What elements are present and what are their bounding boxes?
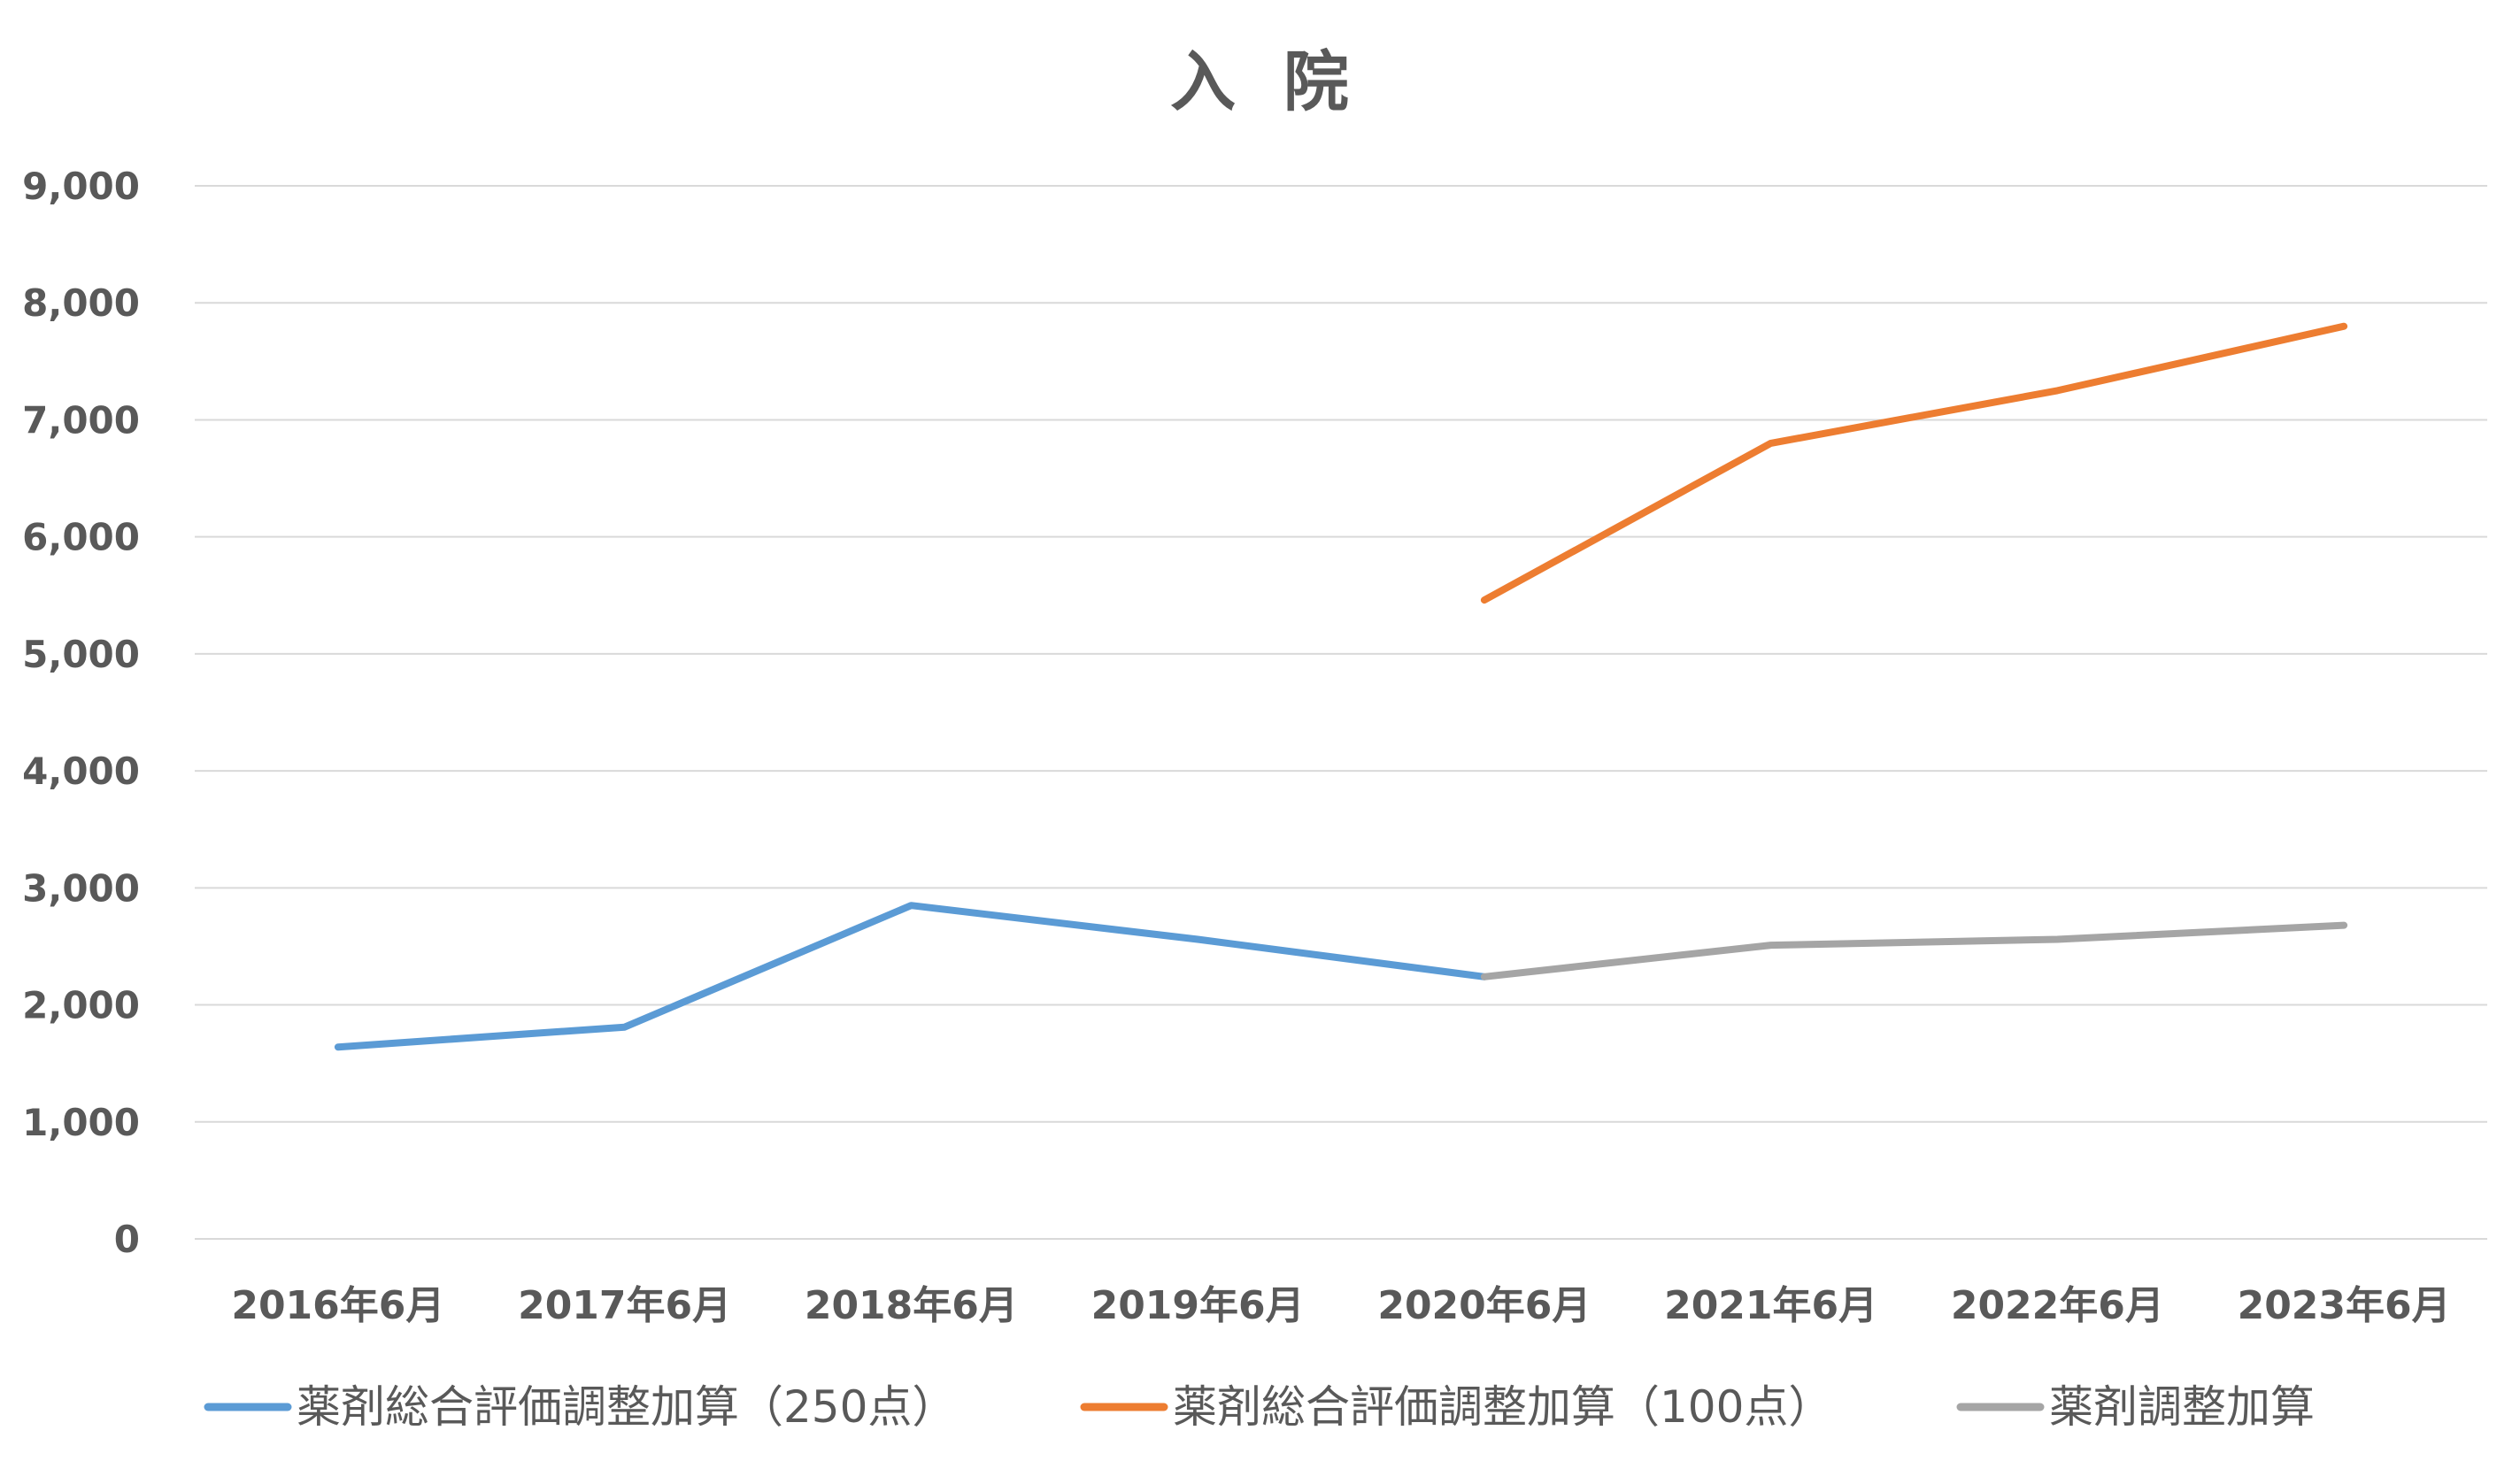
y-tick-label: 9,000 (22, 165, 140, 208)
x-tick-label: 2023年6月 (2238, 1283, 2451, 1328)
x-tick-label: 2019年6月 (1091, 1283, 1305, 1328)
y-tick-label: 2,000 (22, 984, 140, 1027)
y-axis-tick-labels: 0 1,000 2,000 3,000 4,000 5,000 6,000 7,000 8,00… (22, 165, 140, 1261)
series-line-3 (1480, 921, 2348, 980)
series-line-1 (334, 902, 1488, 1051)
y-tick-label: 8,000 (22, 281, 140, 325)
x-axis-tick-labels: 2016年6月 2017年6月 2018年6月 2019年6月 2020年6月 2021年… (231, 1283, 2450, 1328)
x-tick-label: 2017年6月 (518, 1283, 731, 1328)
y-tick-label: 7,000 (22, 398, 140, 442)
y-tick-label: 1,000 (22, 1101, 140, 1144)
y-tick-label: 6,000 (22, 516, 140, 559)
y-tick-label: 4,000 (22, 750, 140, 793)
legend-label: 薬剤総合評価調整加算（100点） (1173, 1381, 1832, 1433)
series-line-2 (1480, 322, 2348, 604)
x-tick-label: 2021年6月 (1664, 1283, 1877, 1328)
x-tick-label: 2018年6月 (805, 1283, 1018, 1328)
x-tick-label: 2022年6月 (1951, 1283, 2164, 1328)
legend-label: 薬剤総合評価調整加算（250点） (297, 1381, 956, 1433)
legend: 薬剤総合評価調整加算（250点） 薬剤総合評価調整加算（100点） 薬剤調整加算 (204, 1381, 2315, 1433)
chart-title: 入 院 (1170, 44, 1361, 120)
y-tick-label: 5,000 (22, 633, 140, 676)
y-tick-label: 3,000 (22, 866, 140, 910)
x-tick-label: 2016年6月 (231, 1283, 444, 1328)
series-lines (334, 322, 2348, 1051)
y-tick-label: 0 (114, 1218, 140, 1261)
x-tick-label: 2020年6月 (1377, 1283, 1591, 1328)
gridlines (195, 185, 2487, 1240)
legend-label: 薬剤調整加算 (2049, 1381, 2315, 1433)
